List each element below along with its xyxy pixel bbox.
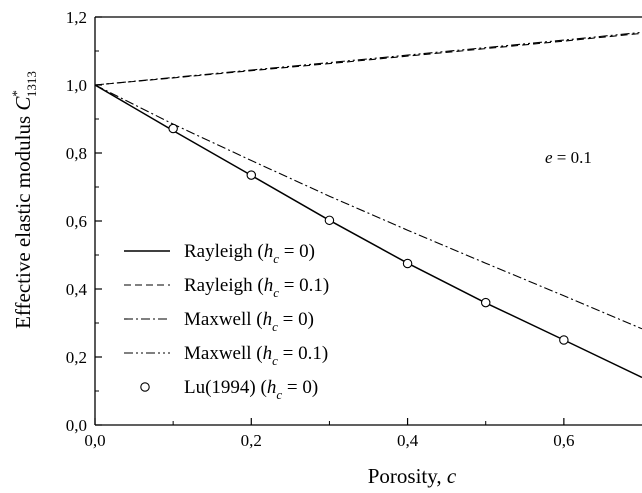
series-lu-1994-h-c-0-point <box>168 123 178 134</box>
series-lu-1994-h-c-0-point <box>246 170 257 180</box>
y-tick-label: 0,8 <box>66 144 87 163</box>
series-maxwell-h-c-0-line <box>94 84 642 330</box>
y-axis-title: Effective elastic modulus C*1313 <box>9 71 39 329</box>
series-lu-1994-h-c-0-point <box>324 215 335 226</box>
legend-label: Lu(1994) (hc = 0) <box>184 377 318 402</box>
x-tick-label: 0,0 <box>84 431 105 450</box>
legend-label: Rayleigh (hc = 0.1) <box>184 275 329 300</box>
x-tick-label: 0,2 <box>241 431 262 450</box>
legend-label: Maxwell (hc = 0) <box>184 309 314 334</box>
x-axis-title: Porosity, c <box>368 464 457 488</box>
series-lu-1994-h-c-0-point <box>402 258 413 269</box>
y-tick-label: 0,2 <box>66 348 87 367</box>
series-rayleigh-h-c-0-line <box>94 84 642 379</box>
axes: 0,0 0,2 0,4 0,6 0,8 1,0 1,2 0,0 0,2 0,4 0,6 <box>66 8 642 450</box>
series-layer <box>94 31 642 379</box>
series-rayleigh-h-c-0-1-line <box>94 32 642 86</box>
series-lu-1994-h-c-0-point <box>559 335 569 345</box>
series-maxwell-h-c-0-1-line <box>94 31 642 86</box>
legend-marker <box>140 382 150 392</box>
legend: Rayleigh (hc = 0) Rayleigh (hc = 0.1) Maxw… <box>124 241 329 402</box>
series-lu-1994-h-c-0-point <box>480 297 491 308</box>
legend-label: Maxwell (hc = 0.1) <box>184 343 328 368</box>
y-tick-label: 1,2 <box>66 8 87 27</box>
x-tick-label: 0,4 <box>397 431 419 450</box>
annotation-e: e = 0.1 <box>545 148 592 167</box>
y-tick-label: 1,0 <box>66 76 87 95</box>
y-tick-label: 0,4 <box>66 280 88 299</box>
y-tick-label: 0,0 <box>66 416 87 435</box>
x-tick-label: 0,6 <box>553 431 574 450</box>
legend-label: Rayleigh (hc = 0) <box>184 241 315 266</box>
y-tick-label: 0,6 <box>66 212 87 231</box>
